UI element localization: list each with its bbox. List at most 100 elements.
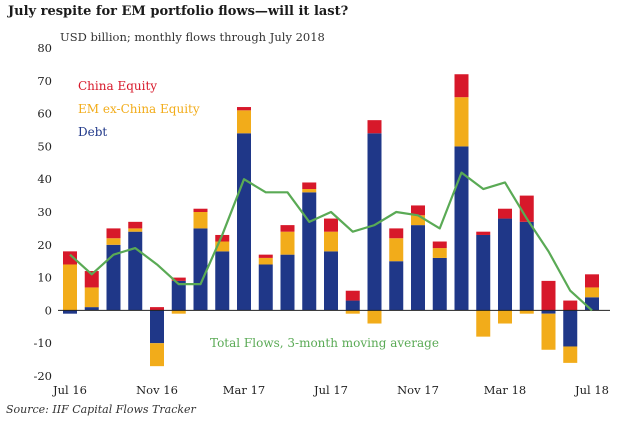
bar-em-ex-china-equity <box>563 346 578 363</box>
bar-debt <box>63 310 77 314</box>
bar-debt <box>411 225 425 311</box>
bar-debt <box>498 218 512 311</box>
bar-china-equity <box>150 307 164 311</box>
bar-china-equity <box>563 300 578 311</box>
y-tick-label: 30 <box>37 205 52 219</box>
chart-title: July respite for EM portfolio flows—will… <box>8 4 349 19</box>
bar-em-ex-china-equity <box>106 238 121 245</box>
bar-debt <box>302 192 317 311</box>
bar-china-equity <box>128 221 143 229</box>
bar-china-equity <box>519 195 534 222</box>
y-tick-label: 0 <box>45 303 52 317</box>
bar-china-equity <box>84 271 99 288</box>
bar-debt <box>280 254 295 311</box>
bar-debt <box>258 264 273 311</box>
bar-em-ex-china-equity <box>302 189 317 193</box>
bar-china-equity <box>237 107 251 111</box>
y-tick-label: -10 <box>33 336 52 350</box>
bar-em-ex-china-equity <box>128 228 143 232</box>
bar-em-ex-china-equity <box>541 313 556 350</box>
bar-em-ex-china-equity <box>585 287 599 298</box>
bar-debt <box>585 297 599 311</box>
bar-debt <box>150 310 164 344</box>
bar-debt <box>476 234 491 311</box>
bar-em-ex-china-equity <box>258 257 273 265</box>
y-tick-label: 20 <box>37 238 52 252</box>
y-tick-label: 60 <box>37 107 52 121</box>
bar-china-equity <box>367 120 382 134</box>
bar-china-equity <box>498 208 512 219</box>
bar-china-equity <box>389 228 404 239</box>
legend-china-equity: China Equity <box>78 79 157 93</box>
x-tick-label: Mar 17 <box>223 383 265 397</box>
bar-debt <box>345 300 360 311</box>
y-tick-label: 70 <box>37 74 52 88</box>
bar-china-equity <box>454 74 469 98</box>
x-tick-label: Jul 18 <box>574 383 609 397</box>
bar-china-equity <box>302 182 317 190</box>
moving-average-line <box>69 171 593 312</box>
y-axis-ticks: -20 -10 0 10 20 30 40 50 60 70 80 <box>33 41 52 383</box>
bar-em-ex-china-equity <box>193 212 208 229</box>
source-note: Source: IIF Capital Flows Tracker <box>6 403 196 416</box>
x-tick-label: Jul 17 <box>313 383 348 397</box>
bar-debt <box>84 307 99 311</box>
y-tick-label: -20 <box>33 369 52 383</box>
bar-china-equity <box>193 208 208 212</box>
bar-em-ex-china-equity <box>389 238 404 262</box>
bar-em-ex-china-equity <box>498 310 512 324</box>
bar-debt <box>106 244 121 311</box>
y-tick-label: 50 <box>37 139 52 153</box>
moving-average-label: Total Flows, 3-month moving average <box>210 336 439 350</box>
bar-debt <box>193 228 208 311</box>
bars <box>63 74 599 367</box>
bar-debt <box>324 251 338 311</box>
bar-china-equity <box>411 205 425 216</box>
bar-em-ex-china-equity <box>367 310 382 324</box>
bar-em-ex-china-equity <box>411 215 425 226</box>
bar-em-ex-china-equity <box>345 310 360 314</box>
bar-em-ex-china-equity <box>432 248 447 258</box>
bar-debt <box>432 257 447 311</box>
bar-em-ex-china-equity <box>63 264 77 311</box>
bar-china-equity <box>171 277 186 281</box>
bar-em-ex-china-equity <box>150 343 164 367</box>
x-tick-label: Jul 16 <box>52 383 87 397</box>
bar-em-ex-china-equity <box>280 231 295 255</box>
y-tick-label: 40 <box>37 172 52 186</box>
bar-china-equity <box>432 241 447 249</box>
bar-china-equity <box>541 280 556 311</box>
bar-china-equity <box>63 251 77 265</box>
bar-em-ex-china-equity <box>324 231 338 252</box>
bar-china-equity <box>258 254 273 258</box>
bar-debt <box>237 133 251 311</box>
y-tick-label: 80 <box>37 41 52 55</box>
bar-china-equity <box>585 274 599 288</box>
chart-subtitle: USD billion; monthly flows through July … <box>60 30 325 44</box>
bar-china-equity <box>106 228 121 239</box>
x-tick-label: Nov 17 <box>397 383 439 397</box>
bar-em-ex-china-equity <box>237 110 251 134</box>
legend-em-ex-china-equity: EM ex-China Equity <box>78 102 200 116</box>
bar-china-equity <box>215 234 230 242</box>
bar-china-equity <box>324 218 338 232</box>
x-tick-label: Mar 18 <box>484 383 526 397</box>
bar-china-equity <box>476 231 491 235</box>
bar-debt <box>519 221 534 311</box>
bar-debt <box>128 231 143 311</box>
bar-debt <box>563 310 578 347</box>
legend-debt: Debt <box>78 125 107 139</box>
bar-em-ex-china-equity <box>171 310 186 314</box>
bar-em-ex-china-equity <box>519 310 534 314</box>
bar-debt <box>389 261 404 311</box>
bar-debt <box>454 146 469 311</box>
x-tick-label: Nov 16 <box>136 383 178 397</box>
bar-debt <box>367 133 382 311</box>
bar-em-ex-china-equity <box>476 310 491 337</box>
legend: China Equity EM ex-China Equity Debt <box>78 79 200 139</box>
bar-em-ex-china-equity <box>84 287 99 308</box>
bar-china-equity <box>345 290 360 301</box>
bar-debt <box>541 310 556 314</box>
bar-debt <box>171 280 186 311</box>
